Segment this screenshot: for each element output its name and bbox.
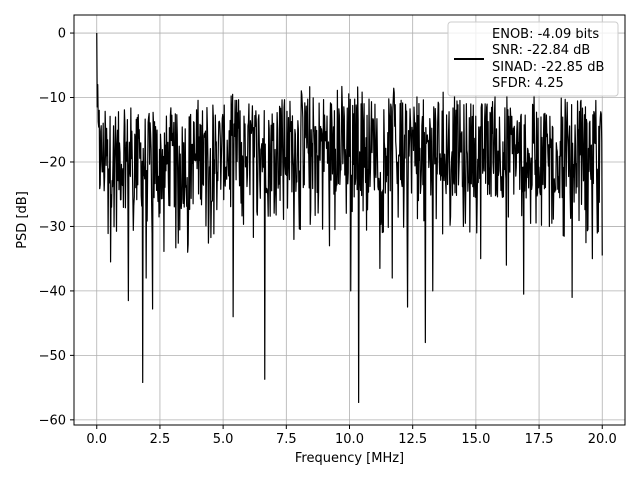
x-tick-label: 12.5 [398,432,427,447]
x-tick-label: 20.0 [588,432,617,447]
y-tick-label: 0 [58,27,66,42]
legend-entry-snr: SNR: -22.84 dB [492,43,590,58]
legend-entry-sfdr: SFDR: 4.25 [492,76,564,91]
y-tick-label: −40 [39,284,66,299]
x-tick-label: 15.0 [461,432,490,447]
x-tick-label: 2.5 [150,432,171,447]
x-tick-label: 0.0 [86,432,107,447]
x-tick-label: 7.5 [276,432,297,447]
legend-box [447,21,619,97]
series-line [96,33,603,404]
y-tick-label: −20 [39,155,66,170]
x-tick-label: 5.0 [213,432,234,447]
x-axis-label: Frequency [MHz] [295,451,404,466]
y-tick-label: −50 [39,349,66,364]
legend: ENOB: -4.09 bits SNR: -22.84 dB SINAD: -… [447,21,619,97]
legend-entry-sinad: SINAD: -22.85 dB [492,60,604,75]
y-axis-ticks: 0 −10 −20 −30 −40 −50 −60 [39,27,74,428]
x-tick-label: 17.5 [525,432,554,447]
x-axis-ticks: 0.0 2.5 5.0 7.5 10.0 12.5 15.0 17.5 20.0 [86,425,617,447]
y-tick-label: −60 [39,413,66,428]
legend-entry-enob: ENOB: -4.09 bits [492,27,599,42]
y-tick-label: −30 [39,220,66,235]
y-axis-label: PSD [dB] [15,191,30,249]
x-tick-label: 10.0 [335,432,364,447]
plot-area [96,33,603,404]
y-tick-label: −10 [39,91,66,106]
